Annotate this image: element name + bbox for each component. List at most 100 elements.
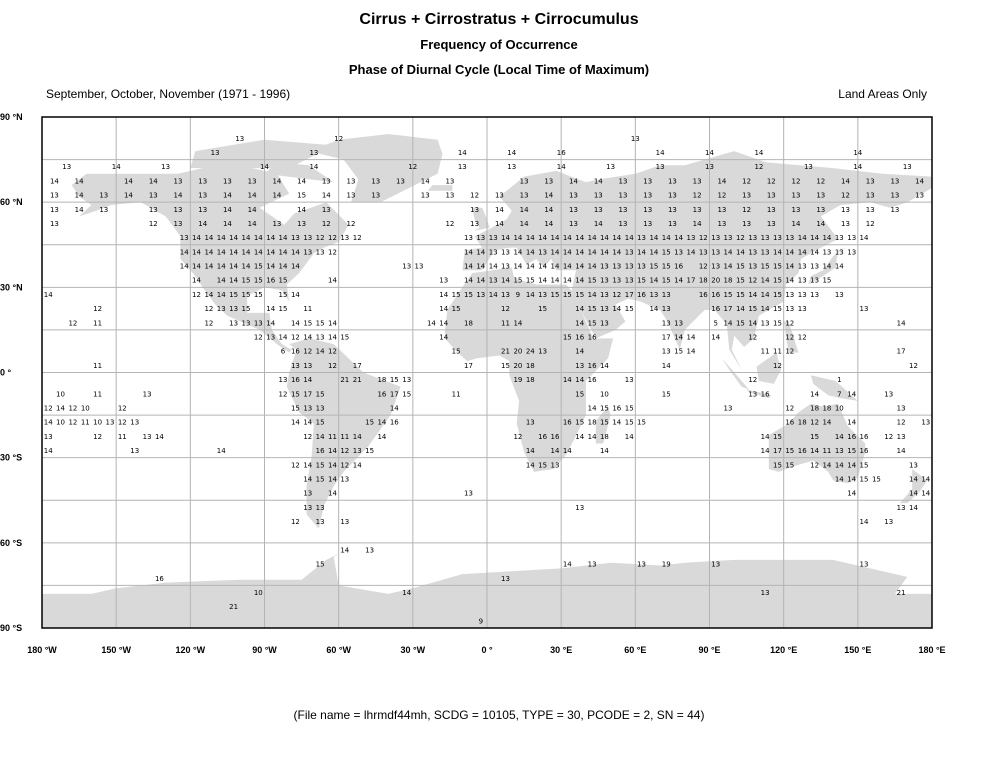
map-value-label: 13 bbox=[773, 234, 782, 242]
map-value-label: 15 bbox=[242, 277, 251, 285]
map-value-label: 11 bbox=[822, 447, 831, 455]
map-value-label: 13 bbox=[612, 263, 621, 271]
map-value-label: 13 bbox=[711, 263, 720, 271]
land-new-zealand bbox=[899, 469, 928, 504]
map-value-label: 13 bbox=[198, 177, 207, 185]
map-value-label: 14 bbox=[192, 263, 201, 271]
map-value-label: 14 bbox=[687, 248, 696, 256]
map-value-label: 17 bbox=[662, 334, 671, 342]
land-australia bbox=[768, 403, 866, 484]
map-value-label: 13 bbox=[297, 220, 306, 228]
map-value-label: 13 bbox=[810, 263, 819, 271]
lat-tick-label: 60 °S bbox=[0, 538, 22, 548]
map-value-label: 15 bbox=[242, 305, 251, 313]
map-value-label: 13 bbox=[748, 390, 757, 398]
map-value-label: 12 bbox=[742, 206, 751, 214]
map-value-label: 14 bbox=[588, 405, 597, 413]
map-value-label: 14 bbox=[217, 447, 226, 455]
map-value-label: 16 bbox=[798, 447, 807, 455]
map-value-label: 14 bbox=[124, 177, 133, 185]
land-north-america bbox=[71, 165, 349, 353]
map-value-label: 14 bbox=[229, 263, 238, 271]
map-value-label: 13 bbox=[464, 490, 473, 498]
map-value-label: 13 bbox=[149, 206, 158, 214]
map-value-label: 17 bbox=[303, 390, 312, 398]
map-value-label: 12 bbox=[149, 220, 158, 228]
land-south-america bbox=[286, 338, 401, 529]
map-value-label: 13 bbox=[637, 234, 646, 242]
land-britain bbox=[472, 207, 490, 231]
map-value-label: 16 bbox=[711, 305, 720, 313]
map-value-label: 13 bbox=[860, 561, 869, 569]
map-value-label: 14 bbox=[575, 376, 584, 384]
map-value-label: 14 bbox=[217, 277, 226, 285]
map-value-label: 16 bbox=[860, 433, 869, 441]
map-value-label: 15 bbox=[625, 305, 634, 313]
map-value-label: 13 bbox=[538, 248, 547, 256]
map-value-label: 14 bbox=[180, 248, 189, 256]
map-value-label: 14 bbox=[266, 305, 275, 313]
map-value-label: 15 bbox=[785, 461, 794, 469]
map-value-label: 13 bbox=[476, 291, 485, 299]
map-value-label: 14 bbox=[754, 149, 763, 157]
map-value-label: 5 bbox=[713, 319, 717, 327]
map-value-label: 15 bbox=[464, 291, 473, 299]
map-value-label: 14 bbox=[476, 248, 485, 256]
map-value-label: 14 bbox=[266, 263, 275, 271]
map-value-label: 14 bbox=[291, 291, 300, 299]
map-value-label: 13 bbox=[501, 575, 510, 583]
map-value-label: 13 bbox=[724, 405, 733, 413]
map-value-label: 13 bbox=[371, 192, 380, 200]
map-value-label: 14 bbox=[600, 234, 609, 242]
map-value-label: 16 bbox=[155, 575, 164, 583]
map-value-label: 10 bbox=[56, 419, 65, 427]
map-value-label: 13 bbox=[180, 234, 189, 242]
map-value-label: 12 bbox=[909, 362, 918, 370]
map-value-label: 14 bbox=[551, 277, 560, 285]
map-value-label: 13 bbox=[415, 263, 424, 271]
map-value-label: 14 bbox=[248, 192, 257, 200]
map-value-label: 14 bbox=[761, 291, 770, 299]
map-value-label: 14 bbox=[909, 504, 918, 512]
map-value-label: 14 bbox=[192, 277, 201, 285]
map-value-label: 13 bbox=[174, 220, 183, 228]
map-value-label: 16 bbox=[575, 334, 584, 342]
map-value-label: 13 bbox=[668, 192, 677, 200]
map-value-label: 13 bbox=[396, 177, 405, 185]
map-value-label: 13 bbox=[798, 263, 807, 271]
map-value-label: 13 bbox=[717, 206, 726, 214]
map-value-label: 14 bbox=[204, 248, 213, 256]
map-value-label: 14 bbox=[56, 405, 65, 413]
map-value-label: 14 bbox=[551, 447, 560, 455]
map-value-label: 14 bbox=[563, 263, 572, 271]
file-info-footer: (File name = lhrmdf44mh, SCDG = 10105, T… bbox=[293, 708, 705, 722]
map-value-label: 12 bbox=[303, 348, 312, 356]
map-value-label: 14 bbox=[600, 248, 609, 256]
map-value-label: 14 bbox=[501, 277, 510, 285]
map-value-label: 13 bbox=[470, 206, 479, 214]
map-value-label: 13 bbox=[303, 490, 312, 498]
map-value-label: 11 bbox=[303, 305, 312, 313]
map-value-label: 14 bbox=[217, 291, 226, 299]
map-value-label: 14 bbox=[328, 319, 337, 327]
map-value-label: 13 bbox=[347, 192, 356, 200]
map-value-label: 12 bbox=[810, 461, 819, 469]
map-value-label: 14 bbox=[439, 305, 448, 313]
map-value-label: 13 bbox=[711, 248, 720, 256]
map-value-label: 15 bbox=[316, 561, 325, 569]
map-value-label: 12 bbox=[322, 220, 331, 228]
map-subtitle: Frequency of Occurrence bbox=[420, 37, 578, 52]
map-value-label: 18 bbox=[600, 433, 609, 441]
map-value-label: 12 bbox=[798, 334, 807, 342]
map-value-label: 15 bbox=[303, 319, 312, 327]
map-value-label: 14 bbox=[303, 376, 312, 384]
map-value-label: 14 bbox=[600, 447, 609, 455]
map-value-label: 13 bbox=[149, 192, 158, 200]
map-value-label: 14 bbox=[464, 263, 473, 271]
map-value-label: 14 bbox=[303, 334, 312, 342]
map-value-label: 14 bbox=[538, 277, 547, 285]
map-value-label: 14 bbox=[513, 263, 522, 271]
map-value-label: 14 bbox=[656, 149, 665, 157]
map-value-label: 14 bbox=[588, 433, 597, 441]
